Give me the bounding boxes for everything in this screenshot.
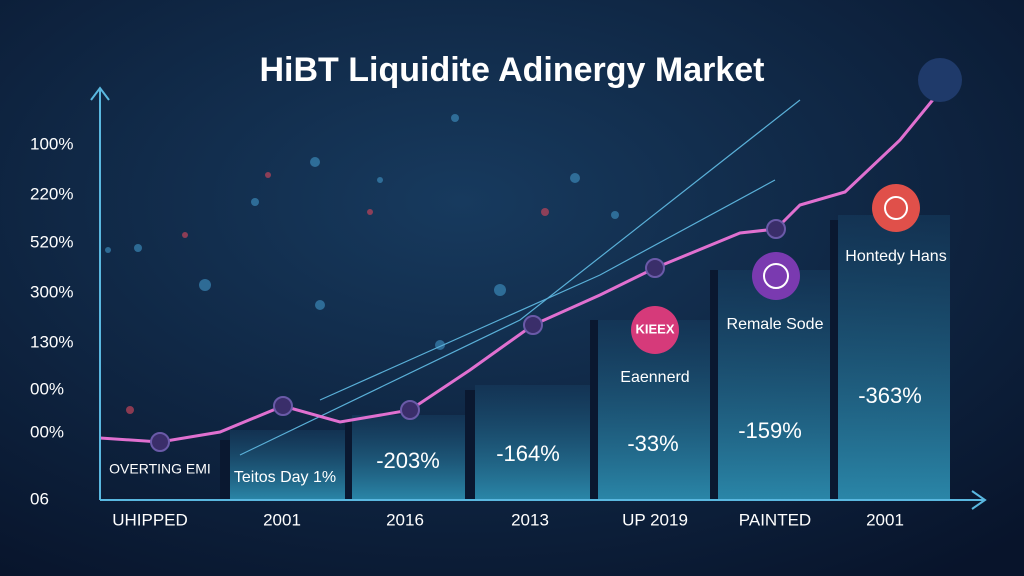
title: HiBT Liquidite Adinergy Market — [259, 51, 764, 89]
x-label: 2013 — [511, 510, 549, 529]
y-label: 100% — [30, 134, 73, 153]
x-label: 2001 — [866, 510, 904, 529]
particles-red — [126, 172, 549, 414]
callout-icon-text: KIEEX — [635, 321, 674, 336]
bar-label: Teitos Day 1% — [234, 469, 336, 486]
bar-label: OVERTING EMI — [109, 461, 211, 477]
y-label: 520% — [30, 232, 73, 251]
bar-gaps — [220, 220, 838, 500]
y-label: 130% — [30, 332, 73, 351]
callout-icon — [872, 184, 920, 232]
y-label: 220% — [30, 184, 73, 203]
y-label: 00% — [30, 379, 64, 398]
callout-label: Remale Sode — [727, 316, 824, 333]
bar-label: -363% — [858, 383, 922, 408]
bar-labels: OVERTING EMI Teitos Day 1% -203% -164% -33% -… — [109, 383, 922, 486]
y-label: 300% — [30, 282, 73, 301]
axes — [90, 86, 987, 510]
trend-line — [99, 84, 947, 444]
bars — [230, 215, 950, 500]
callout-icon-glyph — [763, 263, 789, 289]
callout-label: Eaennerd — [620, 369, 689, 386]
trend-arrow-line — [239, 99, 801, 456]
y-labels: 100% 220% 520% 300% 130% 00% 00% 06 — [30, 134, 73, 508]
trend-arrow-line — [319, 179, 776, 401]
callout-icon — [631, 306, 679, 354]
x-labels: UHIPPED 2001 2016 2013 UP 2019 PAINTED 2001 — [112, 510, 904, 529]
callout-icon — [752, 252, 800, 300]
callout-label: Hontedy Hans — [845, 248, 946, 265]
particles — [105, 114, 619, 350]
x-label: UP 2019 — [622, 510, 688, 529]
x-label: 2016 — [386, 510, 424, 529]
bar-label: -164% — [496, 441, 560, 466]
callout-icon-glyph — [884, 196, 908, 220]
top-icon — [918, 58, 962, 102]
bar-label: -159% — [738, 418, 802, 443]
x-label: PAINTED — [739, 510, 811, 529]
x-label: 2001 — [263, 510, 301, 529]
trend-points — [150, 219, 786, 452]
y-label: 00% — [30, 422, 64, 441]
y-label: 06 — [30, 489, 49, 508]
bar-label: -203% — [376, 448, 440, 473]
x-label: UHIPPED — [112, 510, 188, 529]
bar-label: -33% — [627, 431, 678, 456]
